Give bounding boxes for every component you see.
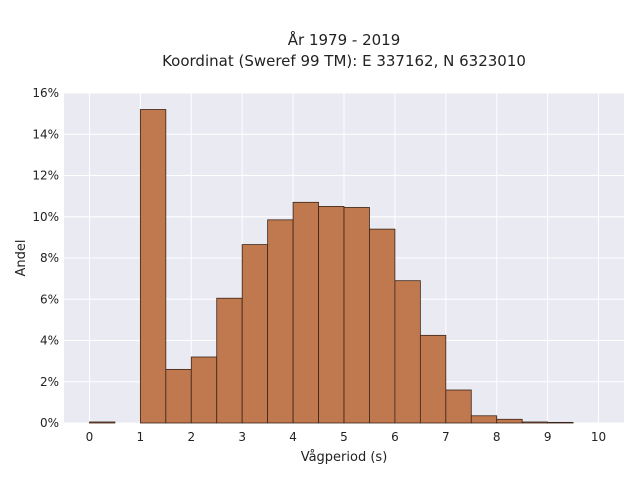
y-tick-label: 4% [40,334,59,348]
histogram-bar [165,368,192,424]
histogram-bar [496,418,523,424]
y-axis-ticks: 0% 2% 4% 6% 8% 10% 12% 14% 16% [32,86,59,430]
y-tick-label: 6% [40,292,59,306]
x-axis-ticks: 0 1 2 3 4 5 6 7 8 9 10 [86,430,607,444]
histogram-bar [292,201,319,424]
histogram-bar [190,356,218,424]
histogram-bar [521,421,549,424]
x-tick-label: 9 [544,430,552,444]
chart-title-line-1: År 1979 - 2019 [288,30,401,49]
x-axis-label: Vågperiod (s) [301,450,388,465]
x-tick-label: 0 [86,430,94,444]
histogram-bar [394,280,421,424]
y-tick-label: 10% [32,210,59,224]
x-tick-label: 6 [391,430,399,444]
y-tick-label: 2% [40,375,59,389]
x-tick-label: 2 [187,430,195,444]
y-tick-label: 12% [32,169,59,183]
x-tick-label: 8 [493,430,501,444]
x-tick-label: 5 [340,430,348,444]
y-axis-label: Andel [14,240,29,277]
y-tick-label: 8% [40,251,59,265]
histogram-bar [547,421,574,424]
histogram-bar [139,109,167,424]
histogram-bar [343,207,370,424]
chart-title-line-2: Koordinat (Sweref 99 TM): E 337162, N 63… [162,52,526,70]
x-tick-label: 4 [289,430,297,444]
histogram-bar [89,421,116,424]
histogram-bar [419,334,447,424]
y-tick-label: 16% [32,86,59,100]
x-tick-label: 10 [591,430,606,444]
histogram-bar [369,228,396,424]
histogram-bar [470,415,498,424]
y-tick-label: 0% [40,416,59,430]
histogram-bar [241,244,269,424]
histogram-bars [89,109,574,424]
y-tick-label: 14% [32,127,59,141]
x-tick-label: 3 [238,430,246,444]
histogram-bar [445,389,472,424]
histogram-bar [267,219,294,424]
x-tick-label: 7 [442,430,450,444]
x-tick-label: 1 [137,430,145,444]
histogram-bar [318,206,345,424]
histogram-bar [216,297,243,424]
